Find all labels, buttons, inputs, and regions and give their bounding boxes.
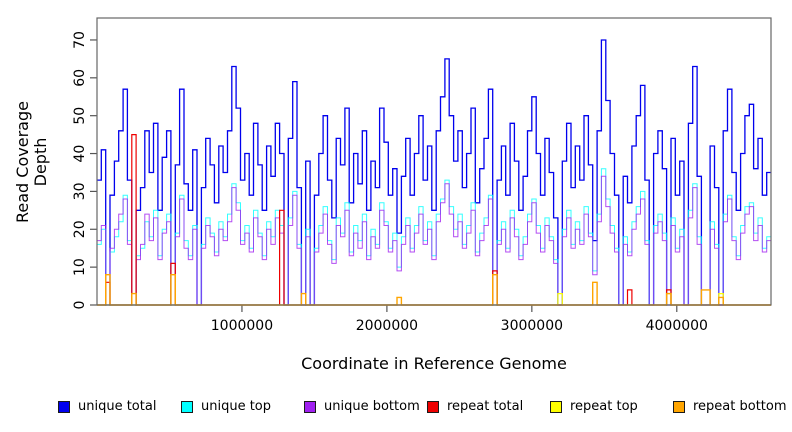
y-tick-label: 10 [72,258,88,276]
legend-swatch-unique-top [181,400,193,413]
legend-label-unique-top: unique top [201,399,272,414]
series-line-repeat-total [97,134,771,306]
plot-box [96,17,772,306]
x-tick-label: 4000000 [646,318,708,334]
x-tick-label: 1000000 [211,318,273,334]
coverage-chart: 1000000 2000000 3000000 4000000 0 10 20 30 40 50 6… [72,17,772,334]
y-tick-label: 60 [72,69,88,87]
x-tick-label: 2000000 [356,318,418,334]
y-tick-label: 0 [72,301,88,310]
y-axis-title: Read Coverage Depth [13,101,50,223]
legend-swatch-repeat-bottom [673,400,685,413]
legend-label-repeat-total: repeat total [447,399,524,414]
legend-item-unique-bottom: unique bottom [304,399,427,414]
legend-item-repeat-total: repeat total [427,399,550,414]
legend-swatch-repeat-total [427,400,439,413]
legend: unique total unique top unique bottom repea… [58,399,792,414]
x-axis-title: Coordinate in Reference Genome [301,354,567,373]
y-tick-label: 50 [72,107,88,125]
series-line-repeat-top [97,293,771,306]
legend-label-repeat-top: repeat top [570,399,638,414]
legend-item-unique-total: unique total [58,399,181,414]
y-tick-label: 70 [72,31,88,49]
legend-item-repeat-bottom: repeat bottom [673,399,792,414]
legend-swatch-unique-total [58,400,70,413]
series-line-unique-total [97,39,771,306]
legend-swatch-repeat-top [550,400,562,413]
legend-label-repeat-bottom: repeat bottom [693,399,787,414]
legend-item-repeat-top: repeat top [550,399,673,414]
x-tick-label: 3000000 [501,318,563,334]
y-tick-label: 30 [72,182,88,200]
legend-label-unique-bottom: unique bottom [324,399,420,414]
y-tick-label: 40 [72,145,88,163]
legend-swatch-unique-bottom [304,400,316,413]
y-tick-label: 20 [72,220,88,238]
series-line-unique-bottom [97,175,771,306]
series-line-unique-top [97,168,771,306]
legend-label-unique-total: unique total [78,399,157,414]
legend-item-unique-top: unique top [181,399,304,414]
